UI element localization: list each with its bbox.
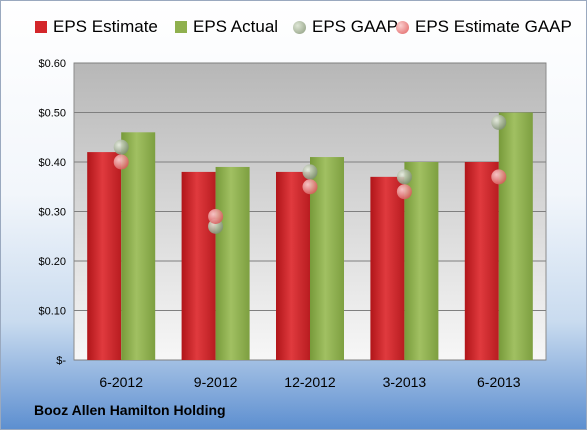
y-tick-label: $0.40 xyxy=(38,157,66,169)
legend-label-eps-actual: EPS Actual xyxy=(193,17,279,36)
bar-eps-estimate xyxy=(181,171,216,360)
y-tick-label: $0.60 xyxy=(38,58,66,70)
bar-eps-estimate xyxy=(276,171,310,360)
bar-eps-actual xyxy=(498,112,533,360)
point-eps-estimate-gaap xyxy=(113,154,129,170)
point-eps-gaap xyxy=(113,139,129,155)
point-eps-gaap xyxy=(302,164,318,180)
y-tick-label: $0.20 xyxy=(38,256,66,268)
legend: EPS Estimate EPS Actual EPS GAAP EPS Est… xyxy=(1,17,586,41)
legend-marker-eps-estimate-gaap xyxy=(396,20,409,34)
point-eps-gaap xyxy=(491,114,507,130)
company-name: Booz Allen Hamilton Holding xyxy=(34,402,226,418)
bar-eps-estimate xyxy=(87,152,122,360)
y-tick-label: $0.50 xyxy=(38,108,66,120)
y-tick-label: $0.30 xyxy=(38,207,66,219)
bar-eps-estimate xyxy=(464,162,499,360)
bar-eps-actual xyxy=(121,132,156,360)
legend-item-eps-estimate-gaap: EPS Estimate GAAP xyxy=(396,17,572,37)
x-tick-label: 12-2012 xyxy=(284,374,336,390)
point-eps-estimate-gaap xyxy=(491,169,507,185)
legend-item-eps-actual: EPS Actual xyxy=(175,17,278,37)
point-eps-gaap xyxy=(396,169,412,185)
x-tick-label: 6-2012 xyxy=(99,374,143,390)
bar-eps-actual xyxy=(215,166,250,360)
legend-swatch-eps-actual xyxy=(175,21,187,33)
bar-eps-estimate xyxy=(370,176,405,360)
legend-item-eps-gaap: EPS GAAP xyxy=(293,17,398,37)
legend-label-eps-gaap: EPS GAAP xyxy=(312,17,398,36)
legend-marker-eps-gaap xyxy=(293,20,306,34)
point-eps-estimate-gaap xyxy=(208,208,224,224)
x-tick-label: 3-2013 xyxy=(383,374,427,390)
legend-item-eps-estimate: EPS Estimate xyxy=(35,17,158,37)
y-tick-label: $0.10 xyxy=(38,306,66,318)
point-eps-estimate-gaap xyxy=(302,179,318,195)
point-eps-estimate-gaap xyxy=(396,184,412,200)
legend-label-eps-estimate: EPS Estimate xyxy=(53,17,158,36)
x-tick-label: 6-2013 xyxy=(477,374,521,390)
legend-label-eps-estimate-gaap: EPS Estimate GAAP xyxy=(415,17,572,36)
legend-swatch-eps-estimate xyxy=(35,21,47,33)
y-tick-label: $- xyxy=(56,355,66,367)
x-tick-label: 9-2012 xyxy=(194,374,238,390)
